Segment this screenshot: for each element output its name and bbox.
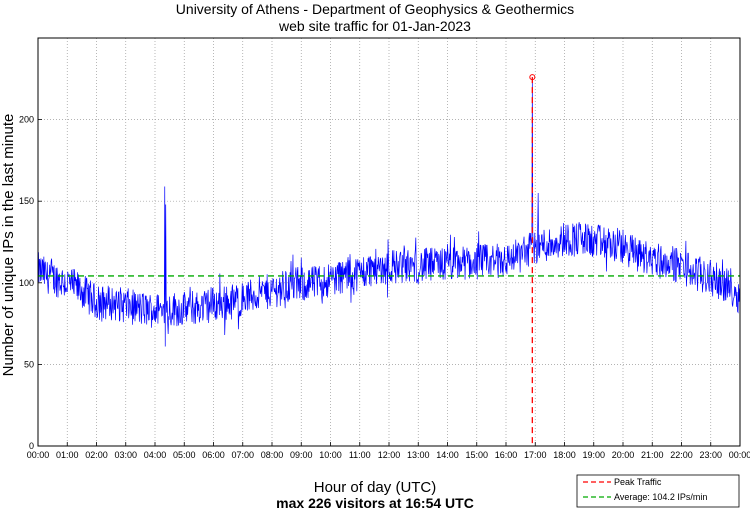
y-tick-label: 150 <box>19 196 34 206</box>
x-tick-label: 13:00 <box>407 450 430 460</box>
x-tick-label: 18:00 <box>553 450 576 460</box>
x-tick-label: 10:00 <box>319 450 342 460</box>
x-tick-label: 16:00 <box>495 450 518 460</box>
x-tick-label: 06:00 <box>202 450 225 460</box>
x-tick-label: 23:00 <box>699 450 722 460</box>
y-axis-ticks: 0 50 100 150 200 <box>19 115 42 451</box>
legend-average-label: Average: 104.2 IPs/min <box>614 492 707 502</box>
x-tick-label: 03:00 <box>114 450 137 460</box>
x-tick-label: 00:00 <box>729 450 750 460</box>
x-tick-label: 05:00 <box>173 450 196 460</box>
x-tick-label: 12:00 <box>378 450 401 460</box>
y-tick-label: 100 <box>19 278 34 288</box>
plot-frame <box>37 37 741 447</box>
y-tick-label: 200 <box>19 115 34 125</box>
traffic-line <box>37 77 741 347</box>
x-tick-label: 15:00 <box>465 450 488 460</box>
x-tick-label: 00:00 <box>27 450 50 460</box>
x-tick-label: 01:00 <box>56 450 79 460</box>
peak-marker <box>529 74 536 81</box>
reference-lines <box>38 74 740 446</box>
x-tick-label: 07:00 <box>231 450 254 460</box>
x-tick-label: 14:00 <box>436 450 459 460</box>
x-tick-label: 17:00 <box>524 450 547 460</box>
traffic-series <box>37 77 741 347</box>
peak-caption: max 226 visitors at 16:54 UTC <box>276 495 474 511</box>
x-tick-label: 02:00 <box>85 450 108 460</box>
x-tick-label: 20:00 <box>612 450 635 460</box>
x-axis-ticks: 00:00 01:00 02:00 03:00 04:00 05:00 06:00 07:00… <box>27 442 750 460</box>
y-axis-label: Number of unique IPs in the last minute <box>0 114 17 377</box>
x-tick-label: 19:00 <box>582 450 605 460</box>
x-axis-label: Hour of day (UTC) <box>314 479 437 496</box>
legend: Peak Traffic Average: 104.2 IPs/min <box>576 474 740 508</box>
chart-title: University of Athens - Department of Geo… <box>176 1 574 17</box>
x-tick-label: 21:00 <box>641 450 664 460</box>
legend-peak-label: Peak Traffic <box>614 477 662 487</box>
y-tick-label: 50 <box>24 359 34 369</box>
x-tick-label: 09:00 <box>290 450 313 460</box>
x-tick-label: 22:00 <box>670 450 693 460</box>
x-tick-label: 11:00 <box>349 450 371 460</box>
y-tick-label: 0 <box>29 441 34 451</box>
x-tick-label: 08:00 <box>261 450 284 460</box>
legend-box <box>576 474 740 508</box>
chart-subtitle: web site traffic for 01-Jan-2023 <box>278 18 471 34</box>
x-tick-label: 04:00 <box>144 450 167 460</box>
